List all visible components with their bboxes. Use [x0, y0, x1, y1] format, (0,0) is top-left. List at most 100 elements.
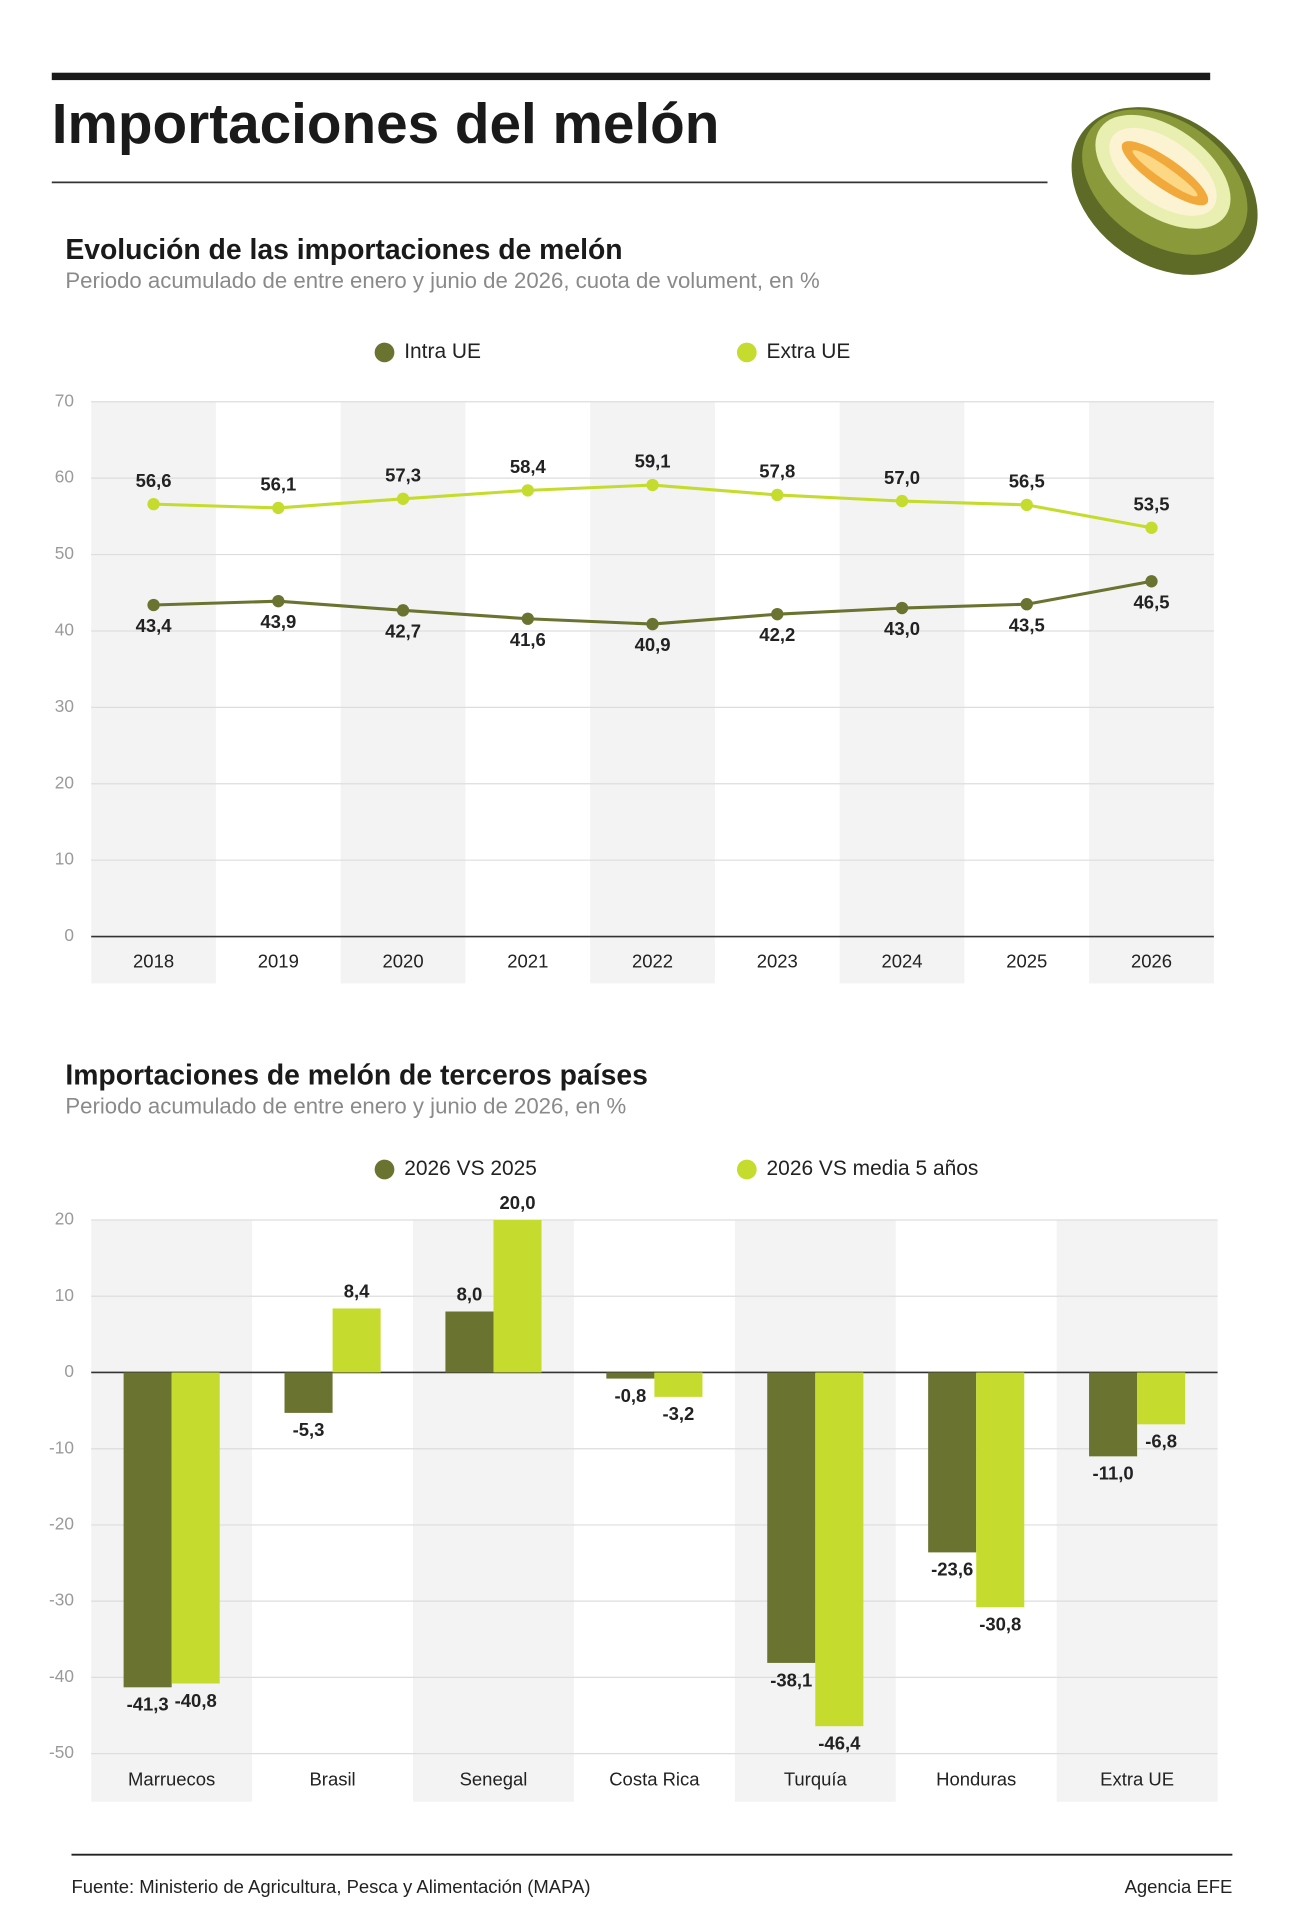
band-shade — [340, 401, 466, 984]
point — [396, 604, 410, 617]
x-tick-label: 2024 — [881, 950, 922, 971]
point — [147, 598, 160, 612]
legend-label: Extra UE — [767, 340, 851, 363]
data-label: 43,9 — [260, 611, 296, 632]
legend-swatch — [736, 342, 757, 363]
chart-subtitle: Periodo acumulado de entre enero y junio… — [65, 1094, 626, 1119]
legend-label: 2026 VS 2025 — [404, 1157, 537, 1180]
point — [646, 617, 659, 631]
top-rule — [51, 72, 1211, 81]
y-tick-label: 0 — [64, 1361, 74, 1381]
data-label: 56,5 — [1009, 471, 1045, 492]
y-tick-label: -20 — [49, 1514, 74, 1534]
x-tick-label: 2022 — [632, 950, 673, 971]
bar — [445, 1311, 494, 1373]
bar — [493, 1220, 542, 1373]
bar — [171, 1372, 220, 1684]
point — [272, 595, 285, 608]
source: Fuente: Ministerio de Agricultura, Pesca… — [71, 1876, 590, 1897]
legend-label: Intra UE — [404, 340, 481, 363]
data-label: -23,6 — [931, 1559, 973, 1580]
x-tick-label: Honduras — [936, 1769, 1016, 1790]
point — [895, 601, 909, 615]
point — [521, 484, 534, 497]
data-label: 43,0 — [884, 618, 920, 639]
x-tick-label: 2019 — [258, 950, 299, 971]
point — [396, 492, 410, 505]
point — [1145, 521, 1158, 534]
bar — [928, 1372, 977, 1553]
point — [1020, 598, 1033, 611]
data-label: 42,7 — [385, 620, 421, 641]
x-tick-label: Brasil — [309, 1769, 355, 1790]
x-tick-label: 2026 — [1131, 950, 1172, 971]
legend-label: 2026 VS media 5 años — [767, 1157, 979, 1180]
y-tick-label: -50 — [49, 1742, 74, 1762]
data-label: 53,5 — [1134, 494, 1170, 515]
legend-swatch — [736, 1159, 757, 1180]
band-shade — [91, 1220, 253, 1802]
data-label: -41,3 — [127, 1694, 169, 1715]
data-label: -30,8 — [979, 1614, 1021, 1635]
x-tick-label: Turquía — [784, 1769, 848, 1790]
y-tick-label: 30 — [55, 696, 74, 716]
charts: Evolución de las importaciones de melónP… — [49, 234, 1218, 1802]
bar — [976, 1372, 1025, 1608]
data-label: 57,8 — [759, 461, 795, 482]
y-tick-label: 50 — [55, 543, 74, 563]
point — [147, 497, 160, 511]
bar — [284, 1372, 333, 1413]
x-tick-label: Senegal — [460, 1769, 528, 1790]
y-tick-label: 60 — [55, 467, 74, 487]
band-shade — [590, 401, 715, 984]
bar — [332, 1308, 381, 1373]
bar — [815, 1372, 864, 1727]
data-label: -40,8 — [175, 1690, 217, 1711]
point — [646, 478, 659, 492]
point — [1020, 498, 1033, 512]
y-tick-label: -40 — [49, 1666, 74, 1686]
y-tick-label: 20 — [55, 1209, 74, 1229]
bar — [1089, 1372, 1138, 1457]
point — [895, 494, 909, 508]
data-label: 57,0 — [884, 467, 920, 488]
data-label: 59,1 — [635, 451, 671, 472]
chart-subtitle: Periodo acumulado de entre enero y junio… — [65, 268, 819, 293]
point — [771, 488, 784, 502]
data-label: 56,6 — [136, 470, 172, 491]
data-label: 46,5 — [1134, 591, 1170, 612]
bar — [1137, 1372, 1186, 1425]
band-shade — [839, 401, 965, 984]
y-tick-label: 10 — [55, 1285, 74, 1305]
data-label: -46,4 — [818, 1733, 861, 1754]
point — [272, 501, 285, 515]
x-tick-label: 2025 — [1006, 950, 1047, 971]
y-tick-label: 70 — [55, 390, 74, 410]
melon-illustration — [1071, 107, 1258, 275]
legend-swatch — [374, 1159, 395, 1180]
data-label: 8,0 — [457, 1283, 483, 1304]
y-tick-label: -30 — [49, 1590, 74, 1610]
data-label: 43,5 — [1009, 614, 1045, 635]
y-tick-label: 0 — [64, 925, 74, 945]
data-label: -11,0 — [1093, 1463, 1134, 1484]
x-tick-label: 2021 — [507, 950, 548, 971]
data-label: 43,4 — [136, 615, 173, 636]
bar — [654, 1372, 703, 1397]
x-tick-label: 2020 — [383, 950, 424, 971]
data-label: 58,4 — [510, 456, 547, 477]
data-label: 40,9 — [635, 634, 671, 655]
credit: Agencia EFE — [1125, 1876, 1233, 1897]
x-tick-label: 2023 — [757, 950, 798, 971]
band-shade — [1089, 401, 1214, 984]
chart-title: Evolución de las importaciones de melón — [65, 234, 622, 266]
x-tick-label: Costa Rica — [609, 1769, 700, 1790]
data-label: 57,3 — [385, 464, 421, 485]
x-tick-label: Marruecos — [128, 1769, 215, 1790]
point — [771, 607, 784, 621]
y-tick-label: 40 — [55, 620, 74, 640]
y-tick-label: 10 — [55, 849, 74, 869]
chart-title: Importaciones de melón de terceros paíse… — [65, 1060, 648, 1092]
data-label: 42,2 — [759, 624, 795, 645]
